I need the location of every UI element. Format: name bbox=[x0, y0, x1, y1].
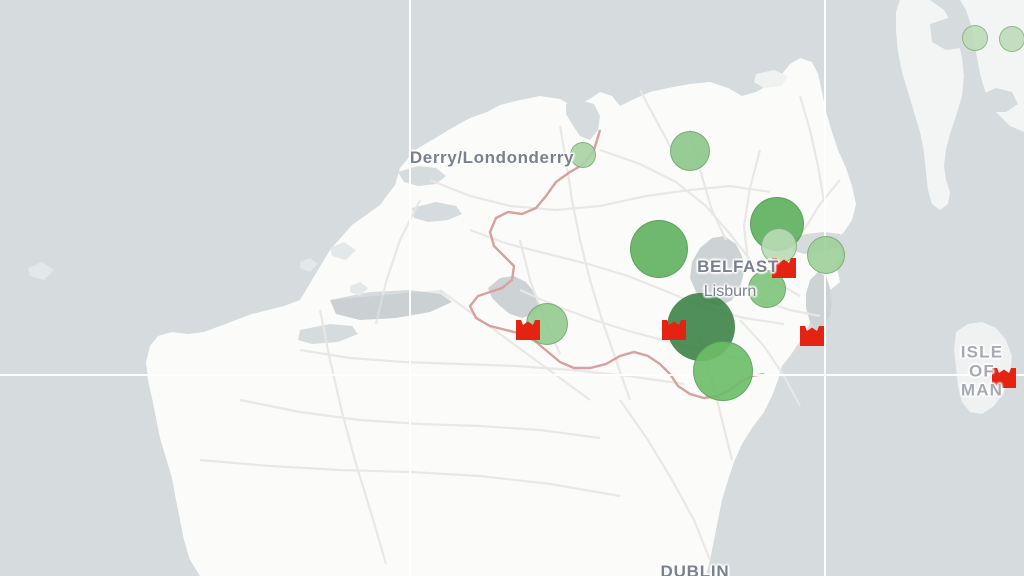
donegal-inlets bbox=[398, 166, 446, 186]
rathlin-island bbox=[754, 70, 788, 88]
coast-shading bbox=[330, 290, 452, 320]
derry-label: Derry/Londonderry bbox=[409, 148, 575, 167]
green-marker-mid-ulster[interactable] bbox=[630, 220, 688, 278]
grid-vertical-west bbox=[409, 0, 411, 576]
red-marker-dungannon[interactable] bbox=[661, 319, 687, 341]
island-nw-4 bbox=[28, 262, 54, 280]
scotland-inlet bbox=[978, 88, 1018, 112]
island-nw-3 bbox=[350, 282, 368, 296]
island-nw-1 bbox=[330, 242, 356, 260]
lough-foyle bbox=[566, 100, 600, 140]
red-marker-belfast[interactable] bbox=[771, 257, 797, 279]
strangford-lough bbox=[806, 272, 832, 330]
green-marker-antrim-north[interactable] bbox=[670, 131, 710, 171]
green-marker-scotland-a[interactable] bbox=[962, 25, 988, 51]
donegal-bay bbox=[330, 290, 452, 320]
sligo-bay bbox=[298, 324, 358, 344]
donegal-inlet-2 bbox=[412, 202, 462, 222]
island-nw-2 bbox=[300, 258, 318, 272]
green-marker-scotland-b[interactable] bbox=[999, 26, 1024, 52]
red-marker-downpatrick[interactable] bbox=[799, 325, 825, 347]
landmass-ireland bbox=[146, 58, 856, 576]
dublin-label: DUBLIN bbox=[660, 562, 730, 576]
red-marker-isle-of-man[interactable] bbox=[991, 367, 1017, 389]
grid-horizontal-mid bbox=[0, 374, 1024, 376]
red-marker-enniskillen[interactable] bbox=[515, 319, 541, 341]
grid-vertical-east bbox=[824, 0, 826, 576]
green-marker-bangor[interactable] bbox=[807, 236, 845, 274]
green-marker-newry[interactable] bbox=[693, 341, 753, 401]
green-marker-derry[interactable] bbox=[570, 142, 596, 168]
